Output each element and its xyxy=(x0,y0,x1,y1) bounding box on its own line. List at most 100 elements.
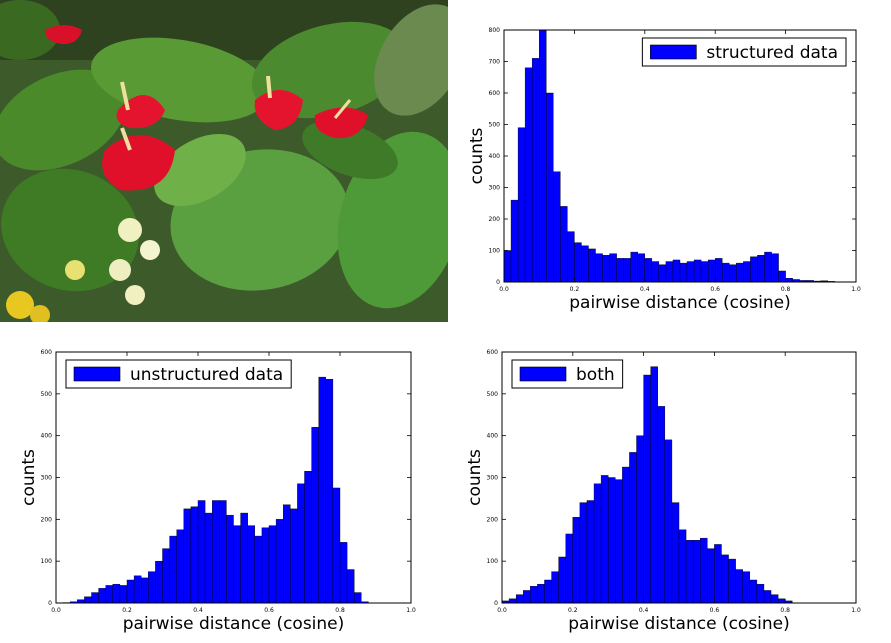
y-tick-label: 200 xyxy=(41,516,53,523)
legend-label: unstructured data xyxy=(130,365,283,385)
chart-unstructured-data: 0.0 0.2 0.4 0.6 0.8 1.0 0 100 200 300 400 500 600 pai… xyxy=(19,349,416,634)
x-tick-label: 1.0 xyxy=(851,286,861,293)
histogram-bar xyxy=(332,487,341,604)
histogram-bar xyxy=(567,231,575,283)
histogram-bar xyxy=(346,569,355,604)
histogram-bar xyxy=(304,471,312,604)
histogram-bar xyxy=(268,525,277,604)
y-tick-label: 600 xyxy=(41,349,53,356)
x-tick-label: 0.4 xyxy=(639,607,649,614)
anthurium-flowers-photo xyxy=(0,0,448,322)
x-tick-label: 0.2 xyxy=(122,607,132,614)
x-tick-label: 0.8 xyxy=(335,607,345,614)
histogram-bar xyxy=(510,199,519,283)
histogram-bar xyxy=(190,506,199,604)
bars xyxy=(503,29,843,283)
histogram-bar xyxy=(247,525,255,604)
histogram-bar xyxy=(616,258,624,283)
histogram-bar xyxy=(672,259,681,283)
histogram-bar xyxy=(261,527,270,604)
histogram-bar xyxy=(658,264,667,283)
x-tick-label: 0.4 xyxy=(193,607,203,614)
legend: structured data xyxy=(641,37,847,67)
legend: unstructured data xyxy=(65,359,292,389)
histogram-bar xyxy=(651,261,660,283)
histogram-bar xyxy=(722,262,730,283)
histogram-bar xyxy=(530,586,538,604)
histogram-bar xyxy=(777,598,786,604)
histogram-bar xyxy=(588,248,596,283)
x-tick-label: 0.0 xyxy=(51,607,61,614)
legend-swatch xyxy=(73,366,121,382)
y-tick-label: 600 xyxy=(487,349,499,356)
histogram-bar xyxy=(693,259,702,283)
histogram-bar xyxy=(607,477,616,604)
histogram-bar xyxy=(650,366,658,604)
histogram-bar xyxy=(558,556,566,604)
histogram-bar xyxy=(517,127,526,283)
y-tick-label: 200 xyxy=(489,216,501,223)
histogram-bar xyxy=(630,251,638,283)
histogram-bar xyxy=(126,579,135,604)
histogram-bar xyxy=(226,514,234,604)
histogram-bar xyxy=(756,583,765,604)
histogram-bar xyxy=(325,378,334,604)
histogram-bar xyxy=(515,594,524,604)
histogram-bar xyxy=(211,500,220,604)
histogram-bar xyxy=(565,533,574,604)
histogram-bar xyxy=(254,535,263,604)
x-tick-label: 0.6 xyxy=(710,286,720,293)
histogram-bar xyxy=(721,554,729,604)
histogram-bar xyxy=(283,504,291,604)
histogram-bar xyxy=(595,253,603,283)
y-tick-label: 400 xyxy=(41,433,53,440)
x-tick-label: 1.0 xyxy=(851,607,861,614)
x-tick-label: 0.4 xyxy=(640,286,650,293)
x-tick-label: 0.2 xyxy=(568,607,578,614)
y-tick-label: 400 xyxy=(489,153,501,160)
y-tick-label: 600 xyxy=(489,90,501,97)
histogram-bar xyxy=(169,535,177,604)
histogram-bar xyxy=(155,560,163,604)
y-tick-label: 0 xyxy=(48,600,52,607)
histogram-bar xyxy=(600,475,609,604)
y-tick-label: 300 xyxy=(487,475,499,482)
histogram-bar xyxy=(750,256,758,283)
x-axis-label: pairwise distance (cosine) xyxy=(568,614,790,634)
y-tick-label: 500 xyxy=(487,391,499,398)
histogram-bar xyxy=(685,540,694,604)
histogram-bar xyxy=(140,577,149,604)
histogram-bar xyxy=(700,537,708,604)
histogram-bar xyxy=(176,529,184,604)
histogram-bar xyxy=(729,264,737,283)
histogram-bar xyxy=(148,571,156,604)
histogram-bar xyxy=(643,374,651,604)
x-tick-label: 0.0 xyxy=(497,607,507,614)
histogram-bar xyxy=(275,519,284,604)
histogram-bar xyxy=(183,508,192,604)
histogram-bar xyxy=(742,571,751,604)
y-tick-label: 800 xyxy=(489,27,501,34)
histogram-bar xyxy=(560,206,568,283)
histogram-bar xyxy=(707,548,715,604)
x-axis-label: pairwise distance (cosine) xyxy=(123,614,345,634)
red-flowers xyxy=(45,25,368,191)
histogram-bar xyxy=(579,502,588,604)
y-tick-label: 700 xyxy=(489,59,501,66)
y-tick-label: 400 xyxy=(487,433,499,440)
histogram-bar xyxy=(574,242,582,283)
histogram-bar xyxy=(609,253,617,283)
legend-label: both xyxy=(576,365,615,385)
histogram-bar xyxy=(531,58,540,283)
histogram-bar xyxy=(105,585,113,604)
x-tick-label: 1.0 xyxy=(406,607,416,614)
histogram-bar xyxy=(644,258,653,283)
histogram-bar xyxy=(623,258,631,283)
histogram-bar xyxy=(546,92,554,283)
y-axis-label: counts xyxy=(467,127,487,184)
y-axis-label: counts xyxy=(465,449,485,506)
histogram-bar xyxy=(297,483,305,604)
histogram-bar xyxy=(84,596,92,604)
histogram-bar xyxy=(508,598,517,604)
histogram-bar xyxy=(763,590,772,604)
